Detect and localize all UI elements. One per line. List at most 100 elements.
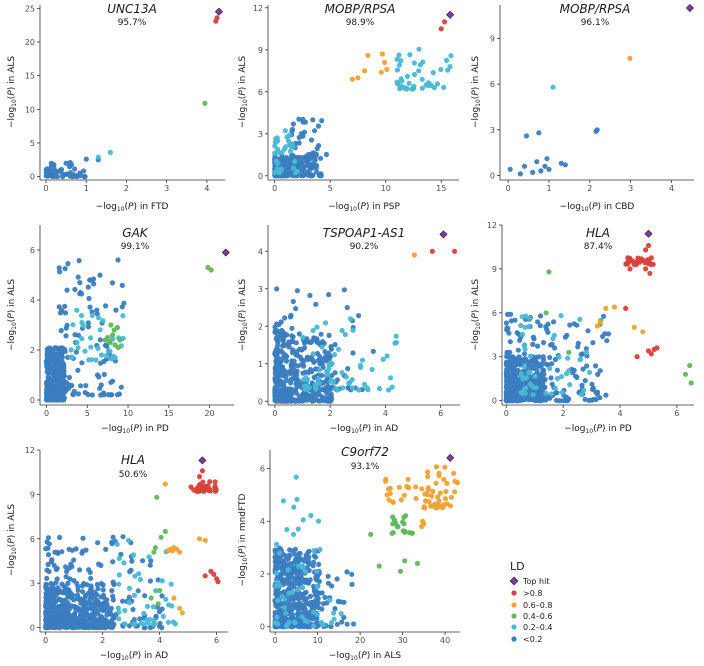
data-point bbox=[433, 464, 439, 470]
svg-text:−log10(P) in ALS: −log10(P) in ALS bbox=[238, 56, 249, 128]
data-point bbox=[290, 347, 296, 353]
data-point bbox=[303, 596, 309, 602]
data-point bbox=[580, 366, 586, 372]
data-point bbox=[172, 621, 178, 627]
data-point bbox=[288, 380, 294, 386]
data-point bbox=[72, 605, 78, 611]
data-point bbox=[638, 256, 644, 262]
data-point bbox=[67, 159, 73, 166]
data-point bbox=[162, 528, 168, 535]
data-point bbox=[577, 316, 583, 322]
data-point bbox=[433, 480, 439, 486]
data-point bbox=[137, 616, 143, 622]
data-point bbox=[129, 558, 135, 564]
data-point bbox=[365, 52, 371, 59]
data-point bbox=[640, 329, 646, 335]
legend-item-gt-0-8: >0.8 bbox=[511, 589, 542, 598]
data-point bbox=[90, 603, 97, 609]
data-point bbox=[290, 165, 296, 171]
data-point bbox=[581, 387, 587, 393]
y-trait: ALS bbox=[7, 279, 17, 296]
data-point bbox=[326, 332, 332, 338]
data-point bbox=[147, 578, 153, 584]
data-point bbox=[79, 319, 85, 326]
data-point bbox=[158, 534, 164, 540]
data-point bbox=[338, 611, 344, 617]
data-point bbox=[384, 353, 390, 359]
panel-title: MOBP/RPSA bbox=[560, 2, 631, 16]
data-point bbox=[107, 339, 113, 346]
data-point bbox=[96, 374, 102, 380]
data-point bbox=[582, 378, 588, 384]
data-point bbox=[51, 601, 57, 607]
legend-item-top-hit: Top hit bbox=[509, 576, 549, 586]
data-point bbox=[57, 596, 63, 603]
data-point bbox=[71, 557, 77, 563]
data-point bbox=[313, 301, 319, 307]
data-point bbox=[301, 377, 307, 383]
data-point bbox=[93, 357, 99, 363]
data-point bbox=[79, 291, 85, 297]
y-tick-label: 1 bbox=[258, 360, 263, 369]
data-point bbox=[276, 545, 283, 551]
data-point bbox=[552, 345, 558, 351]
data-point bbox=[589, 381, 595, 387]
data-point bbox=[212, 485, 218, 491]
data-point bbox=[102, 342, 109, 348]
panel-mobp-cbd: MOBP/RPSA 96.1% −log10(P) in ALS −log10(… bbox=[471, 2, 694, 213]
data-point bbox=[302, 618, 308, 624]
top-hit-marker bbox=[685, 4, 694, 13]
data-point bbox=[142, 593, 148, 599]
data-point bbox=[109, 280, 116, 286]
data-point bbox=[179, 610, 185, 616]
y-tick-label: 12 bbox=[25, 446, 35, 455]
data-point bbox=[292, 170, 299, 176]
data-point bbox=[515, 397, 522, 403]
data-point bbox=[401, 492, 407, 498]
data-point bbox=[504, 352, 510, 358]
data-point bbox=[286, 344, 292, 350]
data-point bbox=[88, 575, 94, 582]
y-axis-label: −log10(P) in mndFTD bbox=[238, 493, 249, 586]
data-point bbox=[89, 392, 95, 398]
data-point bbox=[95, 623, 101, 629]
data-point bbox=[75, 367, 81, 373]
y-axis-label: −log10(P) in ALS bbox=[471, 56, 482, 128]
ld-legend: LD Top hit >0.8 0.6–0.8 0.4–0.6 0.2–0.4 … bbox=[509, 560, 552, 644]
data-point bbox=[281, 561, 287, 567]
data-point bbox=[138, 620, 144, 626]
data-point bbox=[310, 327, 316, 334]
data-point bbox=[285, 561, 291, 567]
data-point bbox=[61, 609, 67, 615]
data-point bbox=[307, 593, 313, 600]
panel-c9orf72-als: C9orf72 93.1% −log10(P) in mndFTD −log10… bbox=[238, 445, 460, 662]
data-point bbox=[64, 568, 70, 575]
data-point bbox=[294, 568, 301, 575]
data-point bbox=[151, 617, 157, 623]
data-point bbox=[83, 619, 89, 625]
y-tick-label: 2 bbox=[30, 346, 35, 355]
data-point bbox=[530, 169, 536, 175]
data-point bbox=[299, 584, 305, 591]
data-point bbox=[293, 154, 299, 160]
data-point bbox=[307, 366, 314, 373]
y-tick-label: 3 bbox=[258, 285, 263, 294]
data-point bbox=[290, 144, 296, 150]
data-point bbox=[75, 583, 81, 590]
y-axis-label: −log10(P) in ALS bbox=[471, 279, 482, 351]
data-point bbox=[392, 340, 398, 346]
y-tick-label: 0 bbox=[258, 172, 263, 181]
data-point bbox=[274, 593, 280, 599]
data-point bbox=[316, 143, 322, 149]
data-point bbox=[62, 303, 68, 309]
data-point bbox=[278, 348, 284, 354]
data-point bbox=[643, 266, 649, 272]
data-point bbox=[523, 375, 530, 381]
data-point bbox=[283, 556, 289, 562]
data-point bbox=[82, 174, 88, 180]
data-point bbox=[389, 530, 395, 536]
data-point bbox=[297, 550, 303, 556]
data-point bbox=[103, 352, 110, 359]
data-point bbox=[73, 349, 79, 355]
x-tick-label: 4 bbox=[204, 184, 209, 193]
